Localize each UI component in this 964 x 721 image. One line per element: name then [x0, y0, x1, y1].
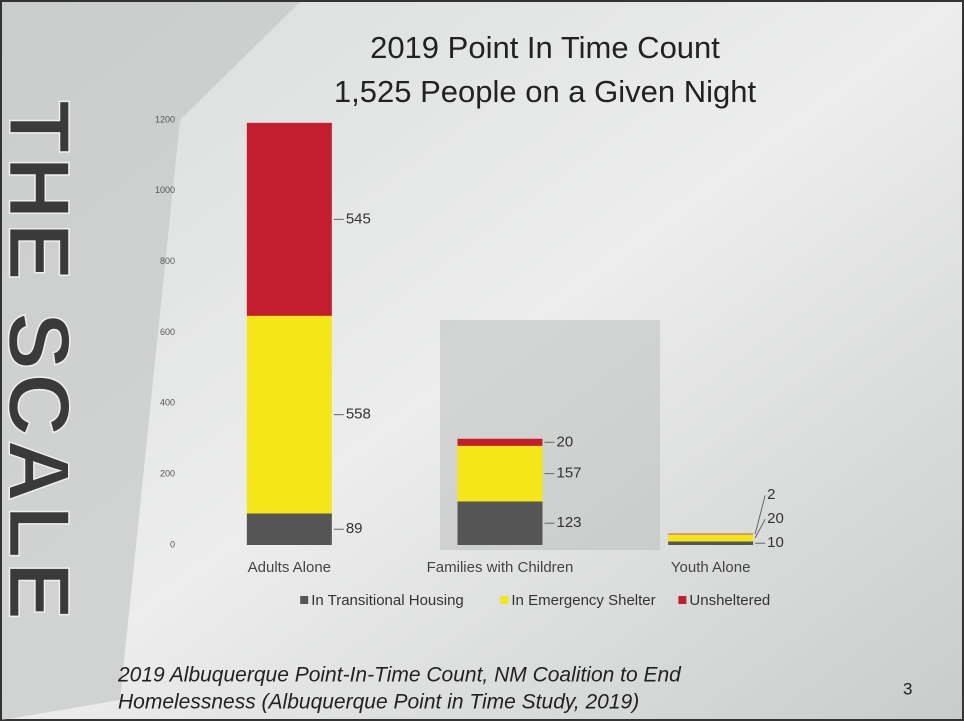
bar-segment — [247, 123, 332, 316]
value-label: 558 — [346, 406, 371, 423]
chart-subtitle: 1,525 People on a Given Night — [334, 74, 757, 109]
bar-segment — [668, 534, 753, 541]
slide: 2019 Point In Time Count 1,525 People on… — [0, 0, 964, 721]
value-label: 123 — [557, 514, 582, 531]
bar-segment — [668, 534, 753, 535]
y-tick-label: 200 — [160, 469, 175, 479]
legend-swatch — [300, 596, 308, 604]
page-number: 3 — [903, 679, 912, 698]
side-title: THE SCALE — [0, 100, 86, 623]
value-label: 20 — [767, 510, 784, 527]
x-tick-label: Youth Alone — [671, 559, 751, 576]
legend-swatch — [678, 596, 686, 604]
bar-segment — [458, 501, 543, 545]
caption-line: Homelessness (Albuquerque Point in Time … — [118, 691, 639, 714]
bar-segment — [458, 446, 543, 502]
y-tick-label: 1000 — [155, 185, 175, 195]
bar-segment — [668, 541, 753, 545]
bar-segment — [247, 513, 332, 545]
legend-label: Unsheltered — [689, 592, 770, 609]
bar-segment — [458, 439, 543, 446]
y-tick-label: 0 — [170, 539, 175, 549]
bar-segment — [247, 316, 332, 514]
legend-label: In Emergency Shelter — [511, 592, 655, 609]
caption-line: 2019 Albuquerque Point-In-Time Count, NM… — [117, 664, 682, 687]
legend-label: In Transitional Housing — [311, 592, 464, 609]
value-label: 2 — [767, 486, 775, 503]
chart-title: 2019 Point In Time Count — [370, 30, 720, 65]
y-tick-label: 1200 — [155, 114, 175, 124]
x-tick-label: Adults Alone — [248, 559, 331, 576]
y-tick-label: 800 — [160, 256, 175, 266]
value-label: 157 — [557, 465, 582, 482]
y-tick-label: 400 — [160, 398, 175, 408]
value-label: 545 — [346, 210, 371, 227]
value-label: 89 — [346, 520, 363, 537]
value-label: 20 — [557, 433, 574, 450]
value-label: 10 — [767, 534, 784, 551]
y-tick-label: 600 — [160, 327, 175, 337]
legend-swatch — [500, 596, 508, 604]
x-tick-label: Families with Children — [427, 559, 574, 576]
